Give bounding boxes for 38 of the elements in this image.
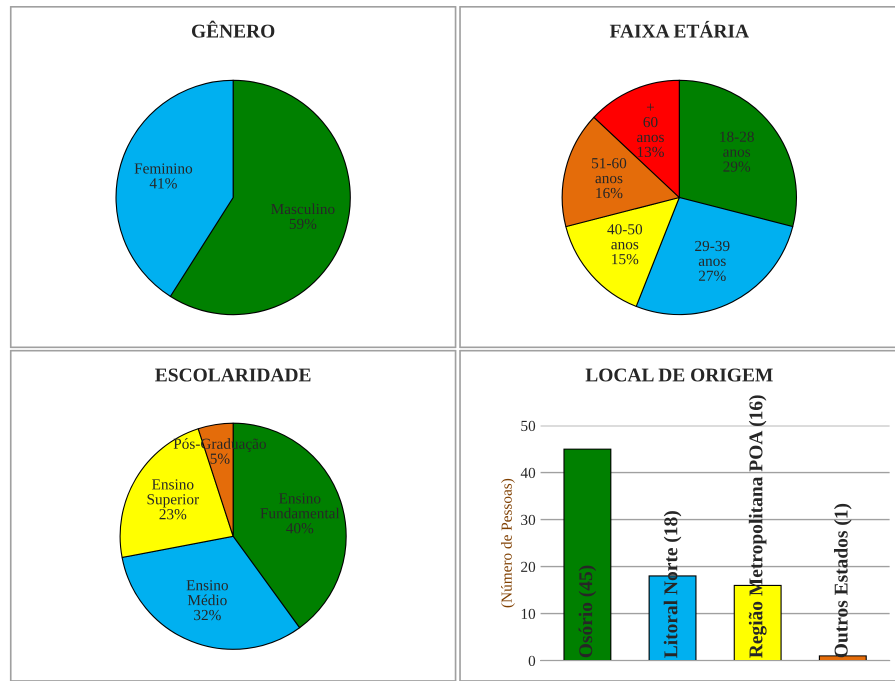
- data-label: 27%: [698, 270, 726, 281]
- slice-label: Ensino Médio: [186, 580, 228, 606]
- data-label: 32%: [194, 610, 221, 620]
- y-tick-label: 10: [522, 608, 536, 620]
- data-label: 29%: [723, 161, 750, 172]
- data-label: 40%: [286, 523, 314, 534]
- slice-label: 18-28 anos: [720, 132, 754, 157]
- slice-label: Ensino Fundamental: [260, 493, 340, 518]
- slice-label: + 60 anos: [636, 104, 664, 142]
- x-tick-label: Outros Estados (1): [834, 504, 852, 658]
- chart-title: ESCOLARIDADE: [155, 368, 310, 382]
- slice-label: Ensino Superior: [148, 479, 199, 508]
- y-tick-label: 0: [528, 656, 536, 666]
- slice-label: Masculino: [271, 203, 335, 214]
- data-label: 41%: [150, 178, 177, 189]
- chart-title: FAIXA ETÁRIA: [610, 20, 749, 38]
- chart-title: LOCAL DE ORIGEM: [586, 368, 773, 382]
- chart-title: GÊNERO: [192, 20, 274, 38]
- y-tick-label: 40: [520, 468, 536, 478]
- data-label: 16%: [596, 188, 622, 198]
- data-label: 15%: [612, 254, 638, 264]
- y-tick-label: 50: [521, 420, 536, 432]
- slice-label: 51-60 anos: [592, 158, 626, 184]
- bar: [563, 448, 612, 661]
- x-tick-label: Litoral Norte (18): [664, 511, 682, 658]
- x-tick-label: Osório (45): [578, 566, 596, 658]
- slice-label: Feminino: [134, 163, 192, 174]
- y-axis-title: (Número de Pessoas): [501, 478, 515, 608]
- y-tick-label: 20: [521, 562, 536, 572]
- data-label: 23%: [159, 509, 186, 520]
- data-label: 5%: [210, 454, 230, 464]
- data-label: 13%: [638, 146, 664, 158]
- slice-label: 29-39 anos: [695, 240, 730, 266]
- slice-label: 40-50 anos: [607, 224, 642, 250]
- x-tick-label: Região Metropolitana POA (16): [748, 395, 767, 658]
- slice-label: Pós-Graduação: [174, 438, 266, 452]
- y-tick-label: 30: [521, 514, 536, 526]
- data-label: 59%: [290, 218, 316, 230]
